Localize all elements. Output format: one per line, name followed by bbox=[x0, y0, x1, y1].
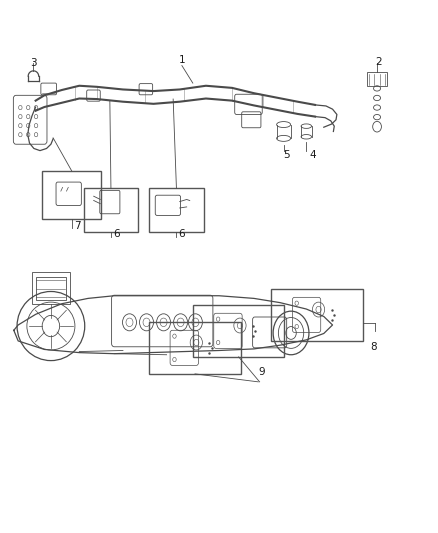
Text: 6: 6 bbox=[113, 229, 120, 239]
Text: 8: 8 bbox=[371, 343, 377, 352]
Text: 7: 7 bbox=[74, 221, 81, 231]
Text: 6: 6 bbox=[179, 229, 185, 239]
Text: 2: 2 bbox=[375, 57, 381, 67]
Text: 4: 4 bbox=[310, 150, 316, 159]
Text: 9: 9 bbox=[258, 367, 265, 377]
Text: 5: 5 bbox=[283, 150, 290, 159]
Text: 3: 3 bbox=[30, 59, 37, 68]
Text: 1: 1 bbox=[179, 55, 185, 65]
